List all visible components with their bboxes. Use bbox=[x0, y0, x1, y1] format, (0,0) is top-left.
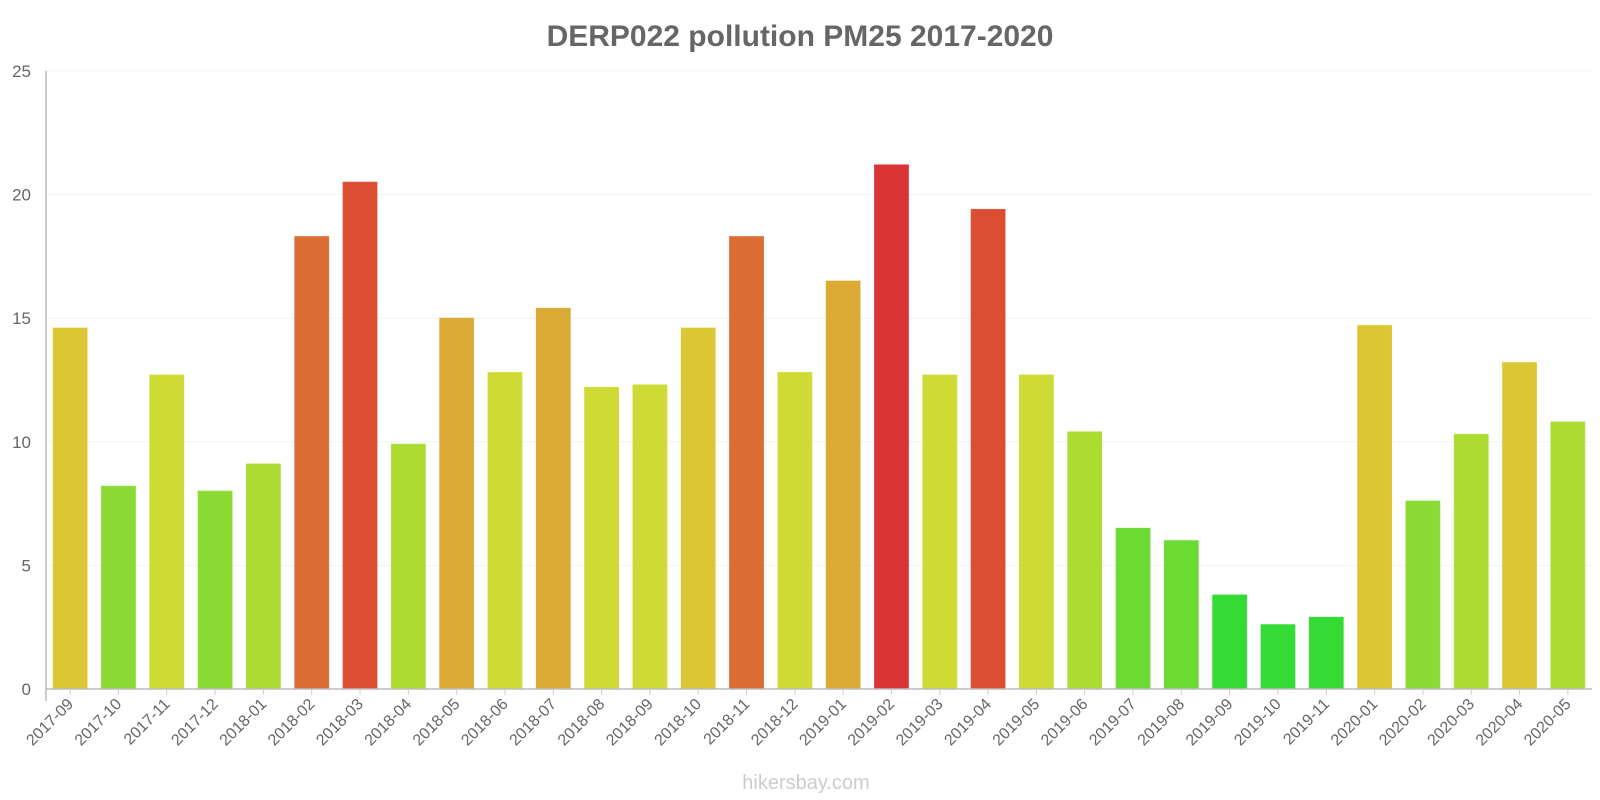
bar-2020-02[interactable] bbox=[1405, 500, 1441, 690]
bar-2018-09[interactable] bbox=[632, 384, 668, 690]
bar-2019-03[interactable] bbox=[922, 374, 958, 690]
x-tick-label: 2018-06 bbox=[458, 696, 512, 750]
y-tick-label: 10 bbox=[12, 433, 31, 452]
x-tick-label: 2019-01 bbox=[796, 696, 850, 750]
y-tick-labels: 0 5 10 15 20 25 bbox=[12, 62, 31, 699]
x-tick-label: 2019-07 bbox=[1086, 696, 1140, 750]
x-tick-label: 2019-02 bbox=[845, 696, 899, 750]
x-tick-label: 2020-04 bbox=[1473, 696, 1527, 750]
y-tick-label: 15 bbox=[12, 309, 31, 328]
bar-2018-05[interactable] bbox=[439, 317, 475, 690]
y-tick-label: 5 bbox=[22, 556, 31, 575]
x-tick-label: 2020-05 bbox=[1521, 696, 1575, 750]
x-tick-label: 2019-11 bbox=[1280, 696, 1333, 749]
bar-2018-04[interactable] bbox=[390, 443, 426, 690]
bar-2017-09[interactable] bbox=[52, 327, 88, 690]
bar-2018-12[interactable] bbox=[777, 372, 813, 690]
x-tick-label: 2018-11 bbox=[701, 696, 754, 749]
bar-2020-05[interactable] bbox=[1550, 421, 1586, 690]
chart-title: DERP022 pollution PM25 2017-2020 bbox=[547, 20, 1054, 53]
bar-2018-02[interactable] bbox=[294, 236, 330, 690]
x-tick-label: 2017-12 bbox=[168, 696, 222, 750]
bar-2019-07[interactable] bbox=[1115, 527, 1151, 690]
x-tick-label: 2018-12 bbox=[748, 696, 802, 750]
bar-2019-08[interactable] bbox=[1163, 540, 1199, 690]
bar-2018-10[interactable] bbox=[680, 327, 716, 690]
x-tick-label: 2020-02 bbox=[1376, 696, 1430, 750]
bar-2017-12[interactable] bbox=[197, 490, 233, 690]
x-tick-label: 2018-08 bbox=[555, 696, 609, 750]
x-tick-label: 2017-10 bbox=[72, 696, 126, 750]
bar-2019-09[interactable] bbox=[1212, 594, 1248, 690]
bar-2018-03[interactable] bbox=[342, 181, 378, 690]
bar-2019-04[interactable] bbox=[970, 208, 1006, 690]
bar-2018-07[interactable] bbox=[535, 307, 571, 690]
x-tick-label: 2018-03 bbox=[313, 696, 367, 750]
x-tick-label: 2019-03 bbox=[893, 696, 947, 750]
x-tick-label: 2019-05 bbox=[990, 696, 1044, 750]
x-tick-label: 2018-05 bbox=[410, 696, 464, 750]
y-tick-label: 25 bbox=[12, 62, 31, 81]
bar-2020-01[interactable] bbox=[1357, 325, 1393, 690]
x-tick-label: 2019-06 bbox=[1038, 696, 1092, 750]
x-tick-label: 2020-03 bbox=[1425, 696, 1479, 750]
x-tick-label: 2018-04 bbox=[362, 696, 416, 750]
bar-2018-01[interactable] bbox=[245, 463, 281, 690]
x-tick-label: 2019-08 bbox=[1135, 696, 1189, 750]
bar-2019-02[interactable] bbox=[874, 164, 909, 690]
x-tick-label: 2018-07 bbox=[507, 696, 561, 750]
x-tick-label: 2018-02 bbox=[265, 696, 319, 750]
axes bbox=[45, 71, 1592, 701]
y-tick-label: 20 bbox=[12, 186, 31, 205]
bar-2019-06[interactable] bbox=[1067, 431, 1103, 690]
watermark: hikersbay.com bbox=[742, 772, 869, 794]
bar-2018-11[interactable] bbox=[729, 236, 764, 690]
x-tick-label: 2018-09 bbox=[603, 696, 657, 750]
x-tick-labels: 2017-092017-102017-112017-122018-012018-… bbox=[23, 689, 1575, 750]
x-tick-label: 2018-01 bbox=[217, 696, 271, 750]
bars bbox=[52, 164, 1586, 690]
bar-2018-08[interactable] bbox=[584, 386, 620, 690]
x-tick-label: 2019-10 bbox=[1231, 696, 1285, 750]
x-tick-label: 2017-11 bbox=[121, 696, 174, 749]
bar-2018-06[interactable] bbox=[487, 372, 523, 690]
x-tick-label: 2019-09 bbox=[1183, 696, 1237, 750]
bar-2020-03[interactable] bbox=[1453, 433, 1489, 690]
bar-2020-04[interactable] bbox=[1502, 362, 1537, 690]
bar-2019-11[interactable] bbox=[1308, 616, 1344, 690]
bar-2019-05[interactable] bbox=[1018, 374, 1054, 690]
x-tick-label: 2019-04 bbox=[941, 696, 995, 750]
bar-2019-10[interactable] bbox=[1260, 624, 1296, 690]
x-tick-label: 2018-10 bbox=[652, 696, 706, 750]
bar-2019-01[interactable] bbox=[825, 280, 861, 690]
bar-2017-10[interactable] bbox=[101, 485, 136, 690]
x-tick-label: 2020-01 bbox=[1328, 696, 1382, 750]
bar-2017-11[interactable] bbox=[149, 374, 185, 690]
y-tick-label: 0 bbox=[22, 680, 31, 699]
x-tick-label: 2017-09 bbox=[23, 696, 77, 750]
